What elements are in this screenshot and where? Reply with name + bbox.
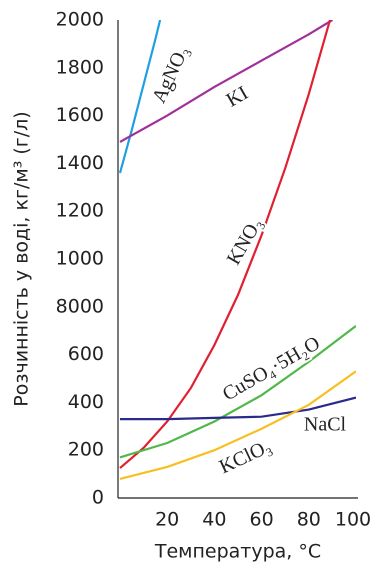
curve: [119, 370, 356, 480]
curve: [119, 325, 356, 459]
curve-label: CuSO₄·5H₂O: [219, 332, 324, 405]
x-tick-label: 100: [335, 509, 371, 531]
curve-label: NaCl: [304, 414, 347, 436]
x-axis-title: Температура, °C: [154, 541, 321, 563]
curve: [118, 20, 162, 174]
y-tick-label: 400: [68, 391, 104, 413]
y-tick-label: 0: [92, 487, 104, 509]
y-tick-label: 1200: [56, 200, 104, 222]
y-tick-label: 1400: [56, 152, 104, 174]
y-tick-label: 8000: [56, 295, 104, 317]
y-tick-label: 200: [68, 439, 104, 461]
x-tick-label: 60: [250, 509, 274, 531]
curve-label: KClO₃: [216, 435, 275, 478]
y-tick-label: 1600: [56, 104, 104, 126]
x-tick-label: 80: [297, 509, 321, 531]
curve-label: AgNO₃: [148, 42, 193, 106]
curve-label: KI: [223, 82, 252, 112]
y-tick-label: 2000: [56, 9, 104, 31]
curve: [119, 20, 332, 469]
curve: [119, 20, 333, 143]
y-axis-title: Розчинність у воді, кг/м³ (г/л): [11, 111, 33, 406]
y-tick-label: 1800: [56, 56, 104, 78]
x-tick-label: 20: [155, 509, 179, 531]
x-tick-label: 40: [202, 509, 226, 531]
curve: [120, 396, 356, 421]
y-tick-label: 1000: [56, 248, 104, 270]
y-tick-label: 600: [68, 343, 104, 365]
